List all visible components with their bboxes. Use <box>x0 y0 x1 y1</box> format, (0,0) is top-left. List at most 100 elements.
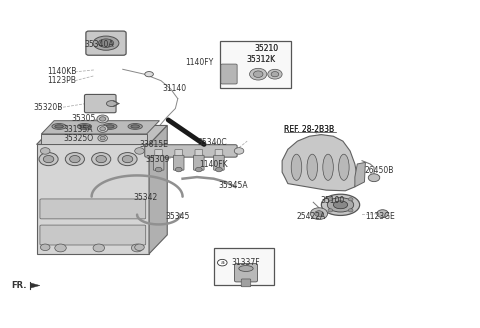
FancyBboxPatch shape <box>40 225 146 245</box>
Circle shape <box>99 117 106 121</box>
Circle shape <box>93 244 105 252</box>
Ellipse shape <box>52 124 66 129</box>
Text: REF. 28-2B3B: REF. 28-2B3B <box>284 125 334 134</box>
Text: REF. 28-2B3B: REF. 28-2B3B <box>284 125 334 134</box>
Text: 35309: 35309 <box>145 154 169 164</box>
Circle shape <box>55 244 66 252</box>
Ellipse shape <box>107 101 117 107</box>
Ellipse shape <box>327 198 354 212</box>
Circle shape <box>118 153 137 166</box>
Text: 1140KB: 1140KB <box>48 67 77 76</box>
Polygon shape <box>149 125 167 254</box>
Ellipse shape <box>333 201 348 209</box>
Ellipse shape <box>77 124 92 129</box>
Circle shape <box>328 209 333 212</box>
FancyBboxPatch shape <box>235 264 257 282</box>
Ellipse shape <box>338 154 349 180</box>
Text: 33815E: 33815E <box>140 140 168 149</box>
Circle shape <box>40 244 50 251</box>
Circle shape <box>135 148 144 154</box>
Polygon shape <box>41 121 159 134</box>
Ellipse shape <box>323 154 333 180</box>
Ellipse shape <box>291 154 302 180</box>
FancyBboxPatch shape <box>173 155 184 170</box>
Circle shape <box>268 69 282 79</box>
FancyBboxPatch shape <box>40 199 146 219</box>
Circle shape <box>217 259 227 266</box>
Ellipse shape <box>131 125 140 128</box>
Ellipse shape <box>55 125 63 128</box>
Ellipse shape <box>106 125 114 128</box>
Circle shape <box>100 127 106 131</box>
Ellipse shape <box>93 36 119 50</box>
Circle shape <box>253 71 263 77</box>
Circle shape <box>40 148 50 154</box>
Text: 26450B: 26450B <box>364 166 394 175</box>
Ellipse shape <box>307 154 318 180</box>
FancyBboxPatch shape <box>195 150 203 155</box>
Ellipse shape <box>80 125 89 128</box>
Text: 35325O: 35325O <box>63 134 93 143</box>
FancyBboxPatch shape <box>241 279 251 287</box>
FancyBboxPatch shape <box>214 155 224 170</box>
Text: 31140: 31140 <box>162 84 187 93</box>
Text: 35345: 35345 <box>166 212 190 221</box>
Circle shape <box>315 211 323 216</box>
Text: 1140FY: 1140FY <box>185 58 213 67</box>
FancyBboxPatch shape <box>145 145 237 157</box>
Circle shape <box>195 167 202 172</box>
Ellipse shape <box>239 266 253 272</box>
Circle shape <box>348 198 353 201</box>
Circle shape <box>271 72 279 77</box>
Circle shape <box>132 244 143 252</box>
FancyBboxPatch shape <box>155 150 162 155</box>
Text: 35312K: 35312K <box>246 55 276 64</box>
Circle shape <box>348 209 353 212</box>
Text: 25422A: 25422A <box>297 213 326 221</box>
Ellipse shape <box>128 124 143 129</box>
FancyBboxPatch shape <box>175 150 182 155</box>
Text: 1140FK: 1140FK <box>199 160 228 170</box>
Polygon shape <box>36 144 149 254</box>
Circle shape <box>135 244 144 251</box>
Polygon shape <box>30 283 40 288</box>
Circle shape <box>175 167 182 172</box>
Text: 35312K: 35312K <box>246 55 276 64</box>
Ellipse shape <box>98 39 114 48</box>
Circle shape <box>234 148 244 154</box>
FancyBboxPatch shape <box>84 94 116 113</box>
Circle shape <box>156 167 162 172</box>
Text: 35342: 35342 <box>134 193 158 202</box>
Circle shape <box>97 115 108 123</box>
Circle shape <box>216 167 222 172</box>
Text: 35210: 35210 <box>254 44 278 52</box>
Circle shape <box>96 155 107 163</box>
Circle shape <box>368 174 380 182</box>
Text: 1123PB: 1123PB <box>48 76 76 85</box>
Ellipse shape <box>322 194 360 215</box>
Text: 1123GE: 1123GE <box>365 213 395 221</box>
Circle shape <box>70 155 80 163</box>
Circle shape <box>100 136 105 140</box>
Circle shape <box>65 153 84 166</box>
Polygon shape <box>41 134 147 144</box>
Text: 31337F: 31337F <box>232 258 261 267</box>
Text: 35345A: 35345A <box>218 181 248 190</box>
Circle shape <box>98 135 108 141</box>
Polygon shape <box>36 125 167 144</box>
Text: 35100: 35100 <box>321 196 345 205</box>
FancyBboxPatch shape <box>215 150 223 155</box>
FancyBboxPatch shape <box>221 64 237 84</box>
Circle shape <box>92 153 111 166</box>
Text: 33135A: 33135A <box>63 125 93 133</box>
Polygon shape <box>282 134 357 191</box>
Text: FR.: FR. <box>11 281 27 290</box>
Text: 35210: 35210 <box>254 44 278 52</box>
Text: 35340C: 35340C <box>197 138 227 147</box>
Polygon shape <box>355 162 365 187</box>
FancyBboxPatch shape <box>220 41 291 88</box>
Circle shape <box>122 155 133 163</box>
Text: a: a <box>220 260 224 265</box>
Text: 35320B: 35320B <box>33 103 62 112</box>
Ellipse shape <box>145 72 154 77</box>
